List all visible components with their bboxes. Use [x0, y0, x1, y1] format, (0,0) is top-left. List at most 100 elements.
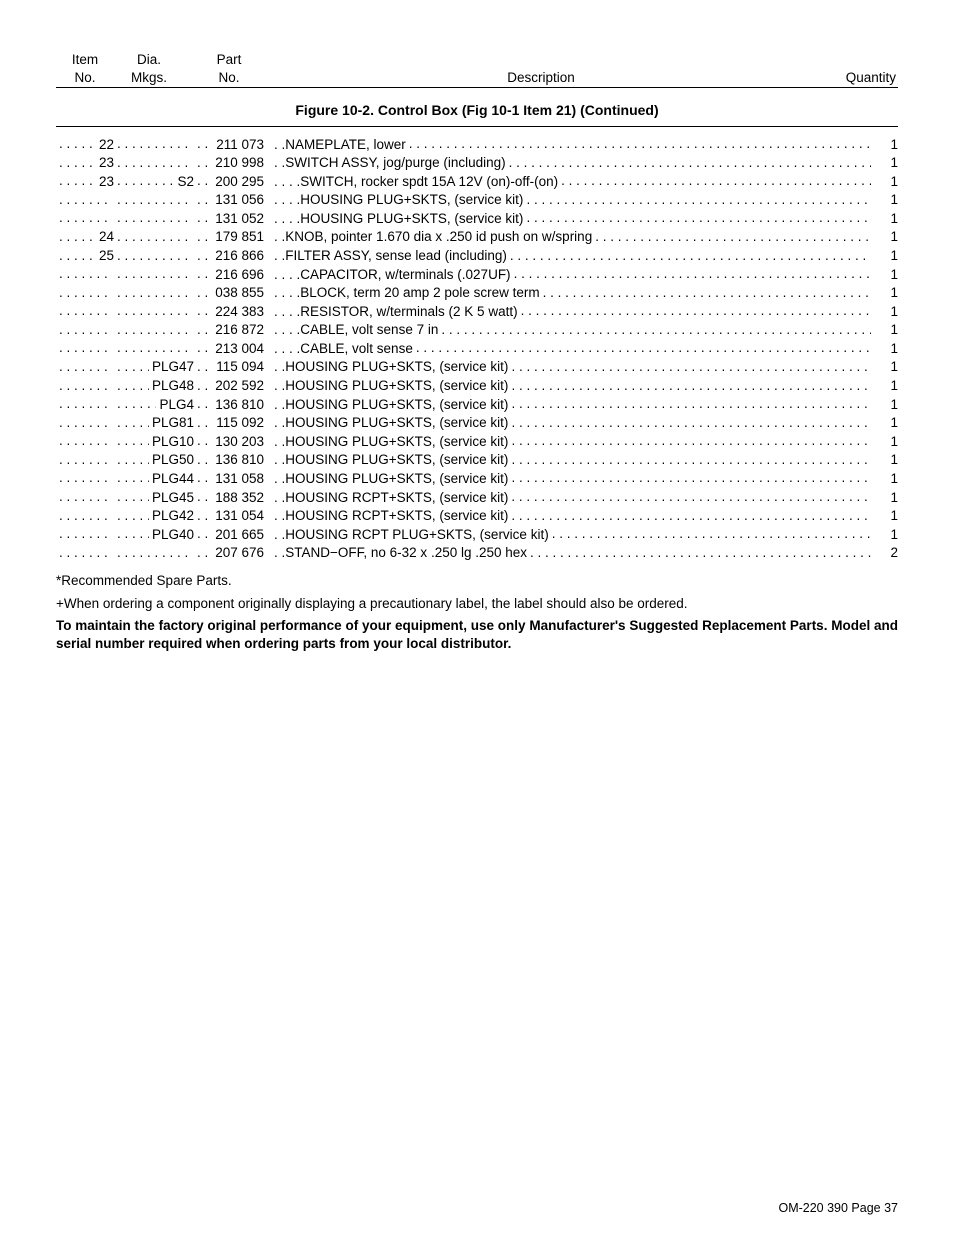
part-cell: 131 056: [194, 191, 264, 210]
leader-dots: [59, 525, 111, 539]
parts-row: PLG45188 352. . HOUSING RCPT+SKTS, (serv…: [56, 488, 898, 507]
part: 211 073: [216, 136, 264, 154]
leader-dots: [416, 339, 871, 353]
mkgs-cell: [114, 339, 194, 353]
part: 115 092: [216, 414, 264, 432]
leader-dots: [197, 469, 212, 483]
description-cell: . . HOUSING PLUG+SKTS, (service kit): [274, 414, 874, 433]
part: 115 094: [216, 358, 264, 376]
quantity: 1: [874, 321, 898, 339]
leader-dots: [511, 507, 871, 521]
leader-dots: [59, 228, 96, 242]
quantity: 1: [874, 396, 898, 414]
item-cell: 23: [56, 154, 114, 173]
hdr-mkgs-top: Dia.: [114, 52, 184, 68]
desc-indent: . .: [274, 358, 285, 376]
quantity: 1: [874, 247, 898, 265]
leader-dots: [59, 544, 111, 558]
leader-dots: [117, 135, 191, 149]
leader-dots: [117, 469, 149, 483]
leader-dots: [197, 135, 213, 149]
leader-dots: [409, 135, 871, 149]
mkgs-cell: PLG44: [114, 469, 194, 488]
leader-dots: [117, 507, 149, 521]
hdr-qty-spacer: [808, 52, 898, 68]
leader-dots: [561, 172, 871, 186]
part-cell: 202 592: [194, 377, 264, 396]
description: HOUSING PLUG+SKTS, (service kit): [300, 191, 523, 209]
parts-row: 224 383 . . . . RESISTOR, w/terminals (2 …: [56, 302, 898, 321]
note-spare: *Recommended Spare Parts.: [56, 572, 898, 590]
leader-dots: [117, 395, 156, 409]
part-cell: 207 676: [194, 544, 264, 563]
mkgs: PLG45: [152, 489, 194, 507]
desc-indent: . .: [274, 377, 285, 395]
description: KNOB, pointer 1.670 dia x .250 id push o…: [285, 228, 592, 246]
leader-dots: [117, 544, 191, 558]
leader-dots: [117, 172, 174, 186]
leader-dots: [197, 358, 213, 372]
leader-dots: [59, 395, 111, 409]
parts-row: 24179 851. . KNOB, pointer 1.670 dia x .…: [56, 228, 898, 247]
description-cell: . . . . RESISTOR, w/terminals (2 K 5 wat…: [274, 302, 874, 321]
description: CABLE, volt sense 7 in: [300, 321, 438, 339]
item-cell: [56, 414, 114, 428]
parts-row: PLG44131 058. . HOUSING PLUG+SKTS, (serv…: [56, 469, 898, 488]
parts-row: PLG10130 203. . HOUSING PLUG+SKTS, (serv…: [56, 432, 898, 451]
leader-dots: [530, 544, 871, 558]
leader-dots: [117, 451, 149, 465]
quantity: 1: [874, 489, 898, 507]
part: 131 052: [215, 210, 264, 228]
parts-row: PLG81115 092. . HOUSING PLUG+SKTS, (serv…: [56, 414, 898, 433]
part-cell: 179 851: [194, 228, 264, 247]
mkgs-cell: S2: [114, 172, 194, 191]
description: FILTER ASSY, sense lead (including): [285, 247, 507, 265]
mkgs-cell: [114, 228, 194, 242]
mkgs-cell: PLG42: [114, 507, 194, 526]
leader-dots: [59, 451, 111, 465]
mkgs: PLG48: [152, 377, 194, 395]
leader-dots: [197, 302, 212, 316]
description: HOUSING RCPT+SKTS, (service kit): [285, 507, 508, 525]
mkgs-cell: PLG47: [114, 358, 194, 377]
part: 136 810: [215, 451, 264, 469]
mkgs: PLG47: [152, 358, 194, 376]
item-cell: 22: [56, 135, 114, 154]
part-cell: 224 383: [194, 302, 264, 321]
quantity: 1: [874, 451, 898, 469]
quantity: 1: [874, 228, 898, 246]
mkgs: PLG50: [152, 451, 194, 469]
rule: [56, 126, 898, 127]
desc-indent: . .: [274, 414, 285, 432]
description: BLOCK, term 20 amp 2 pole screw term: [300, 284, 539, 302]
description: HOUSING PLUG+SKTS, (service kit): [285, 433, 508, 451]
part: 202 592: [215, 377, 264, 395]
mkgs-cell: [114, 247, 194, 261]
description-cell: . . SWITCH ASSY, jog/purge (including): [274, 154, 874, 173]
leader-dots: [59, 358, 111, 372]
item-cell: 24: [56, 228, 114, 247]
part-cell: 213 004: [194, 339, 264, 358]
mkgs: PLG10: [152, 433, 194, 451]
mkgs: PLG44: [152, 470, 194, 488]
leader-dots: [543, 284, 871, 298]
notes: *Recommended Spare Parts. +When ordering…: [56, 572, 898, 653]
part-cell: 216 872: [194, 321, 264, 340]
hdr-part-top: Part: [184, 52, 274, 68]
leader-dots: [59, 339, 111, 353]
parts-row: 23S2200 295. . . . SWITCH, rocker spdt 1…: [56, 172, 898, 191]
leader-dots: [59, 154, 96, 168]
leader-dots: [197, 414, 213, 428]
description-cell: . . . . HOUSING PLUG+SKTS, (service kit): [274, 191, 874, 210]
leader-dots: [59, 432, 111, 446]
part-cell: 115 094: [194, 358, 264, 377]
table-header: Item Dia. Part No. Mkgs. No. Description…: [56, 52, 898, 88]
parts-row: PLG4136 810. . HOUSING PLUG+SKTS, (servi…: [56, 395, 898, 414]
leader-dots: [59, 488, 111, 502]
parts-row: 213 004. . . . CABLE, volt sense1: [56, 339, 898, 358]
leader-dots: [511, 451, 871, 465]
description: SWITCH, rocker spdt 15A 12V (on)-off-(on…: [300, 173, 558, 191]
leader-dots: [197, 488, 212, 502]
leader-dots: [117, 154, 191, 168]
description-cell: . . FILTER ASSY, sense lead (including): [274, 247, 874, 266]
